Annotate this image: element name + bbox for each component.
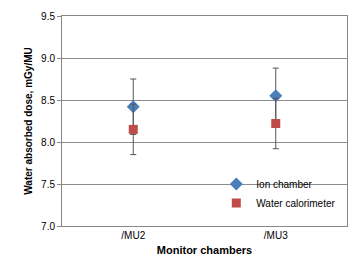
svg-text:/MU3: /MU3 bbox=[264, 230, 288, 241]
svg-text:8.5: 8.5 bbox=[41, 95, 55, 106]
svg-text:Monitor chambers: Monitor chambers bbox=[157, 244, 252, 256]
svg-text:9.5: 9.5 bbox=[41, 11, 55, 22]
svg-text:Water absorbed dose, mGy/MU: Water absorbed dose, mGy/MU bbox=[23, 47, 34, 194]
svg-text:/MU2: /MU2 bbox=[121, 230, 145, 241]
svg-text:Ion chamber: Ion chamber bbox=[256, 179, 312, 190]
svg-text:7.0: 7.0 bbox=[41, 221, 55, 232]
svg-text:8.0: 8.0 bbox=[41, 137, 55, 148]
svg-text:7.5: 7.5 bbox=[41, 179, 55, 190]
svg-text:9.0: 9.0 bbox=[41, 53, 55, 64]
svg-text:Water calorimeter: Water calorimeter bbox=[256, 198, 335, 209]
